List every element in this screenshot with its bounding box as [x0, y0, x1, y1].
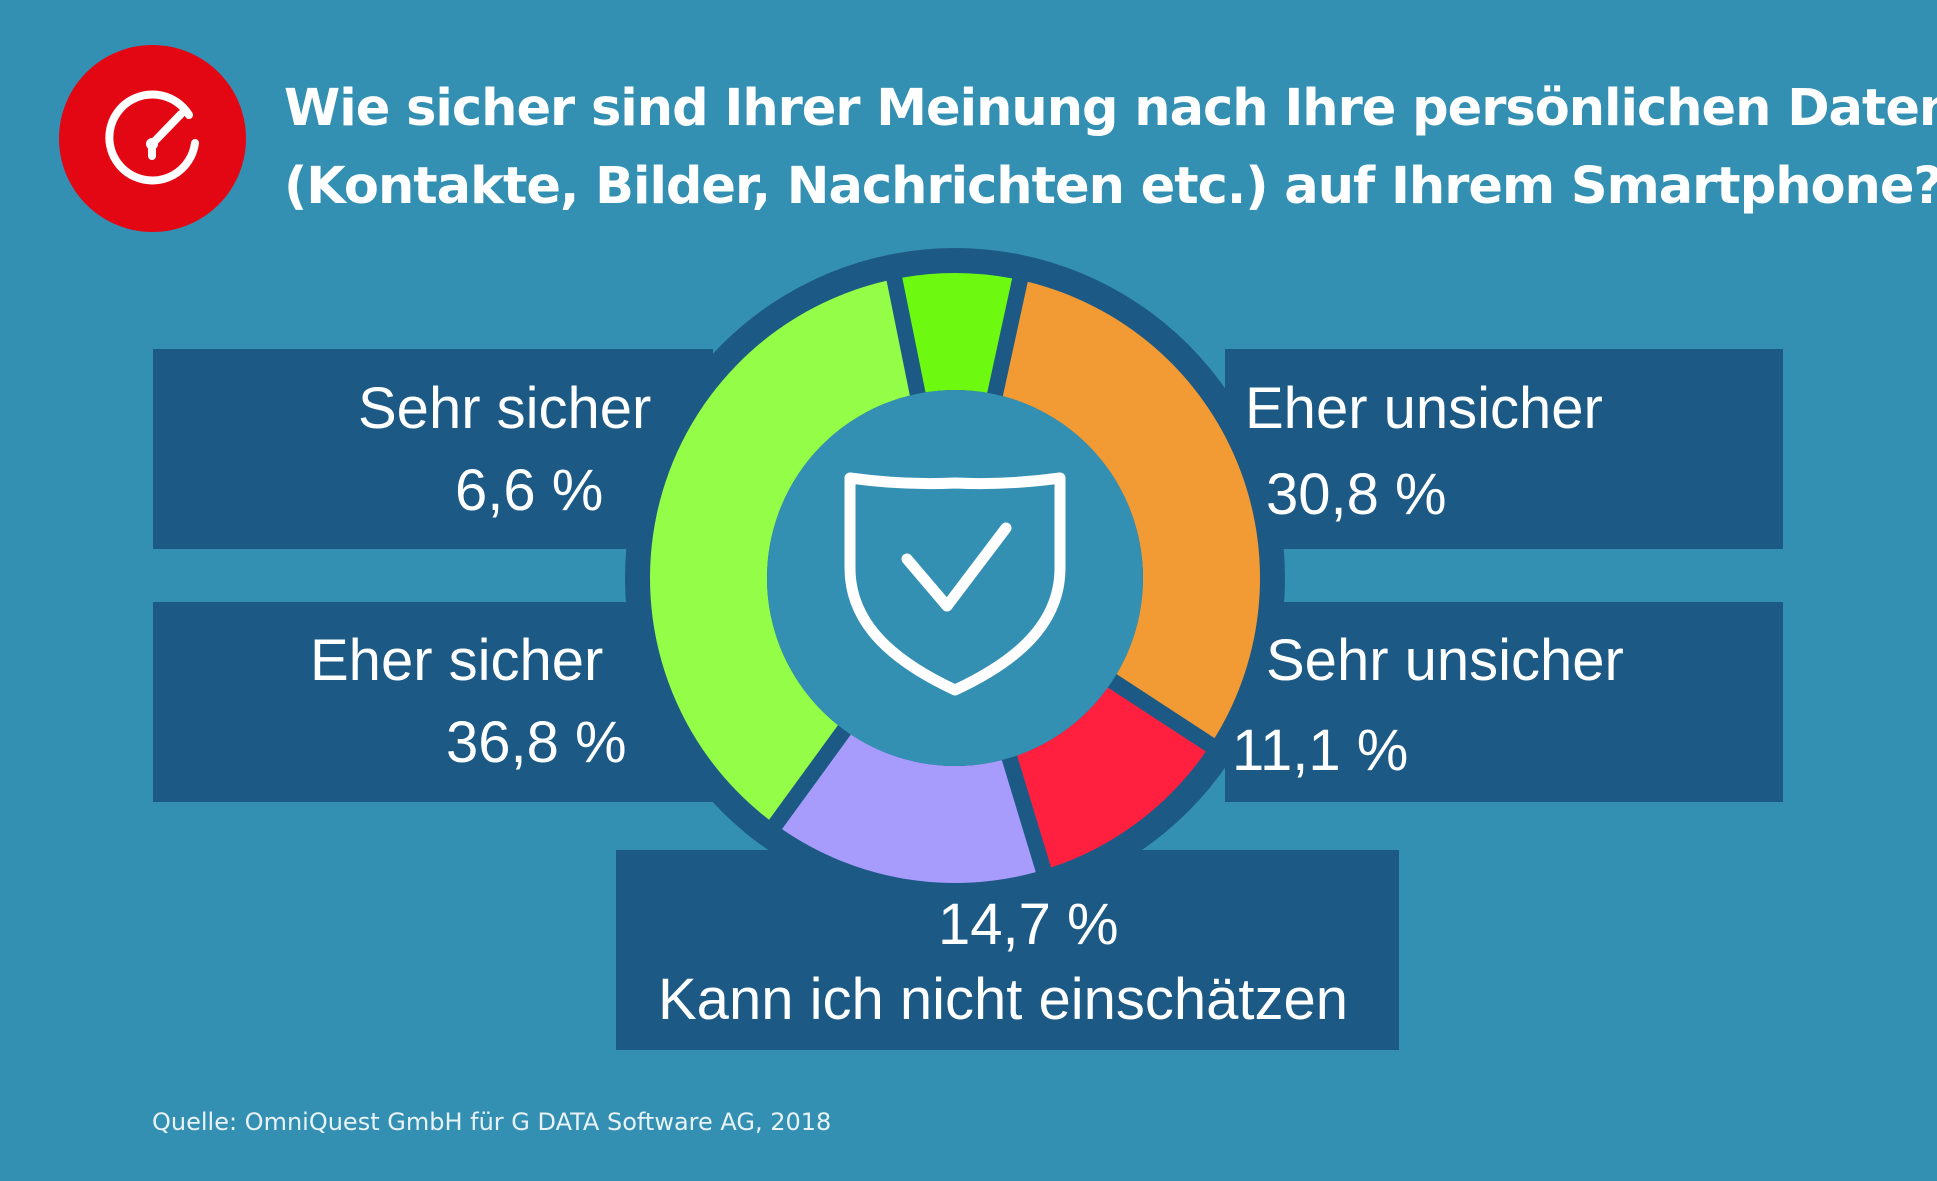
- donut-slice-kann-ich-nicht-einschätzen: [781, 734, 1036, 883]
- label-panel-sehr-sicher: [153, 349, 713, 549]
- donut-slice-eher-sicher: [650, 280, 910, 820]
- label-panel-sehr-unsicher: [1225, 602, 1783, 802]
- category-label-eher-sicher: Eher sicher: [310, 628, 604, 693]
- chart-title: Wie sicher sind Ihrer Meinung nach Ihre …: [284, 70, 1937, 226]
- category-label-sehr-sicher: Sehr sicher: [358, 376, 652, 441]
- speedometer-icon: [105, 90, 199, 185]
- category-label-eher-unsicher: Eher unsicher: [1245, 376, 1603, 441]
- donut-slice-sehr-unsicher: [1017, 687, 1206, 868]
- source-note: Quelle: OmniQuest GmbH für G DATA Softwa…: [152, 1108, 832, 1136]
- label-panel-eher-unsicher: [1225, 349, 1783, 549]
- value-label-eher-sicher: 36,8 %: [446, 710, 627, 775]
- shield-check-icon: [844, 472, 1066, 696]
- donut-hole: [767, 390, 1143, 766]
- donut-slice-sehr-sicher: [902, 273, 1013, 393]
- title-line-1: Wie sicher sind Ihrer Meinung nach Ihre …: [284, 79, 1937, 138]
- donut-slice-eher-unsicher: [1002, 281, 1260, 739]
- value-label-sehr-unsicher: 11,1 %: [1232, 718, 1409, 783]
- label-panel-eher-sicher: [153, 602, 713, 802]
- value-label-sehr-sicher: 6,6 %: [455, 458, 604, 523]
- title-line-2: (Kontakte, Bilder, Nachrichten etc.) auf…: [284, 157, 1937, 216]
- value-label-kann-nicht: 14,7 %: [938, 892, 1119, 957]
- value-label-eher-unsicher: 30,8 %: [1266, 462, 1447, 527]
- category-label-sehr-unsicher: Sehr unsicher: [1266, 628, 1624, 693]
- donut-slices: [650, 273, 1260, 883]
- header-badge: [59, 45, 246, 232]
- category-label-kann-nicht: Kann ich nicht einschätzen: [658, 967, 1348, 1032]
